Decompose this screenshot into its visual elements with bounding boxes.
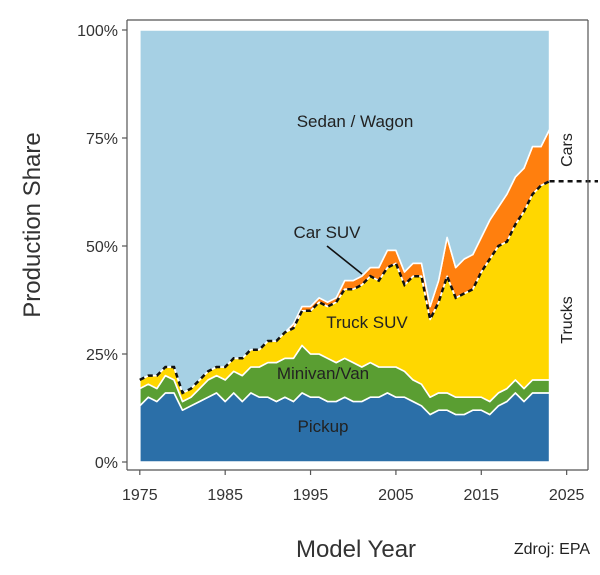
axes	[126, 19, 589, 471]
x-tick-label: 2005	[378, 487, 414, 504]
x-tick-label: 2015	[463, 487, 499, 504]
y-tick-label: 100%	[77, 23, 118, 40]
label-truck-suv: Truck SUV	[326, 313, 408, 332]
x-axis-title: Model Year	[296, 536, 416, 563]
label-car-suv: Car SUV	[293, 223, 361, 242]
x-tick-label: 2025	[549, 487, 585, 504]
cars-trucks-divider-line	[139, 180, 551, 395]
label-cars: Cars	[559, 133, 576, 167]
stacked-areas	[139, 29, 551, 463]
x-tick-label: 1985	[207, 487, 243, 504]
source-credit: Zdroj: EPA	[513, 541, 590, 558]
y-tick-label: 0%	[95, 455, 118, 472]
car-suv-pointer-line	[326, 245, 363, 275]
x-tick-label: 1975	[122, 487, 158, 504]
x-ticks: 1975 1985 1995 2005 2015 2025	[122, 470, 585, 504]
x-tick-label: 1995	[293, 487, 329, 504]
y-ticks: 0% 25% 50% 75% 100%	[77, 23, 127, 472]
label-minivan-van: Minivan/Van	[277, 364, 369, 383]
y-tick-label: 75%	[86, 131, 118, 148]
y-tick-label: 50%	[86, 239, 118, 256]
label-sedan-wagon: Sedan / Wagon	[297, 112, 414, 131]
label-trucks: Trucks	[559, 296, 576, 343]
label-pickup: Pickup	[297, 417, 348, 436]
y-axis-title: Production Share	[19, 132, 46, 317]
y-tick-label: 25%	[86, 347, 118, 364]
